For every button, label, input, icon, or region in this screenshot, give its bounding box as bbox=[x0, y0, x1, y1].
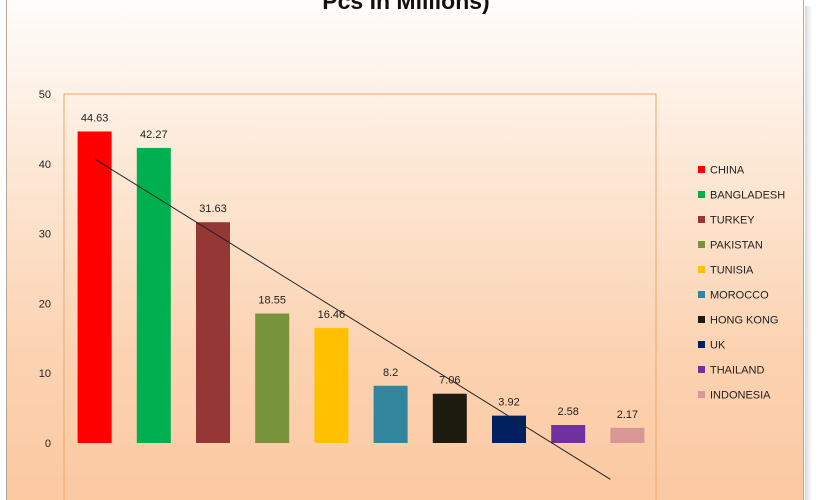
y-tick-label: 40 bbox=[39, 159, 51, 171]
legend-item: TURKEY bbox=[710, 215, 755, 227]
legend-swatch bbox=[698, 266, 705, 273]
legend-swatch bbox=[698, 291, 705, 298]
data-label: 18.55 bbox=[258, 295, 286, 307]
data-label: 7.06 bbox=[439, 375, 460, 387]
bar-thailand bbox=[551, 424, 586, 443]
bar-bangladesh bbox=[136, 147, 171, 444]
legend-swatch bbox=[698, 166, 705, 173]
y-tick-label: 30 bbox=[39, 229, 51, 241]
legend-item: MOROCCO bbox=[710, 290, 769, 302]
legend-item: INDONESIA bbox=[710, 390, 771, 402]
data-label: 2.58 bbox=[557, 406, 578, 418]
data-label: 3.92 bbox=[498, 397, 519, 409]
y-axis: 0 10 20 30 40 50 bbox=[39, 89, 51, 450]
legend-item: HONG KONG bbox=[710, 315, 778, 327]
bar-turkey bbox=[196, 222, 230, 443]
bar-chart: 0 10 20 30 40 50 44.63 42.27 31.63 18.55 16.46 8.2… bbox=[39, 89, 785, 500]
plot-border bbox=[63, 93, 657, 500]
data-label: 8.2 bbox=[383, 367, 398, 379]
legend-swatch bbox=[698, 241, 705, 248]
legend-swatch bbox=[698, 316, 705, 323]
data-label: 42.27 bbox=[140, 129, 168, 141]
y-tick-label: 20 bbox=[39, 298, 51, 310]
data-label: 31.63 bbox=[199, 203, 227, 215]
data-label: 2.17 bbox=[617, 409, 638, 421]
bar-uk bbox=[492, 415, 526, 443]
legend-swatch bbox=[698, 216, 705, 223]
bar-tunisia bbox=[314, 328, 349, 443]
y-tick-label: 0 bbox=[45, 438, 51, 450]
legend-item: TUNISIA bbox=[710, 265, 754, 277]
bar-china bbox=[77, 131, 112, 443]
data-label: 16.46 bbox=[318, 309, 346, 321]
legend: CHINA BANGLADESH TURKEY PAKISTAN TUNISIA MORO… bbox=[698, 165, 785, 402]
legend-item: CHINA bbox=[710, 165, 745, 177]
bar-indonesia bbox=[610, 427, 645, 443]
data-labels: 44.63 42.27 31.63 18.55 16.46 8.2 7.06 3.92 2.58… bbox=[81, 112, 638, 420]
bar-pakistan bbox=[255, 313, 290, 443]
frame-shadow bbox=[805, 6, 813, 500]
y-tick-label: 50 bbox=[39, 89, 51, 101]
data-label: 44.63 bbox=[81, 112, 109, 124]
bar-morocco bbox=[373, 385, 408, 443]
y-tick-label: 10 bbox=[39, 368, 51, 380]
legend-item: PAKISTAN bbox=[710, 240, 763, 252]
linear-trendline bbox=[94, 158, 611, 480]
chart-title: Pcs In Millions) bbox=[322, 0, 490, 14]
legend-item: UK bbox=[710, 340, 726, 352]
trendline bbox=[94, 158, 611, 480]
bar-hong-kong bbox=[432, 393, 467, 443]
legend-item: BANGLADESH bbox=[710, 190, 785, 202]
legend-item: THAILAND bbox=[710, 365, 764, 377]
legend-swatch bbox=[698, 366, 705, 373]
chart-frame: Pcs In Millions) 0 10 20 30 40 50 44.63 42.27 3… bbox=[6, 0, 804, 500]
plot-area bbox=[63, 93, 657, 500]
legend-swatch bbox=[698, 341, 705, 348]
bars bbox=[77, 131, 645, 444]
legend-swatch bbox=[698, 191, 705, 198]
legend-swatch bbox=[698, 391, 705, 398]
